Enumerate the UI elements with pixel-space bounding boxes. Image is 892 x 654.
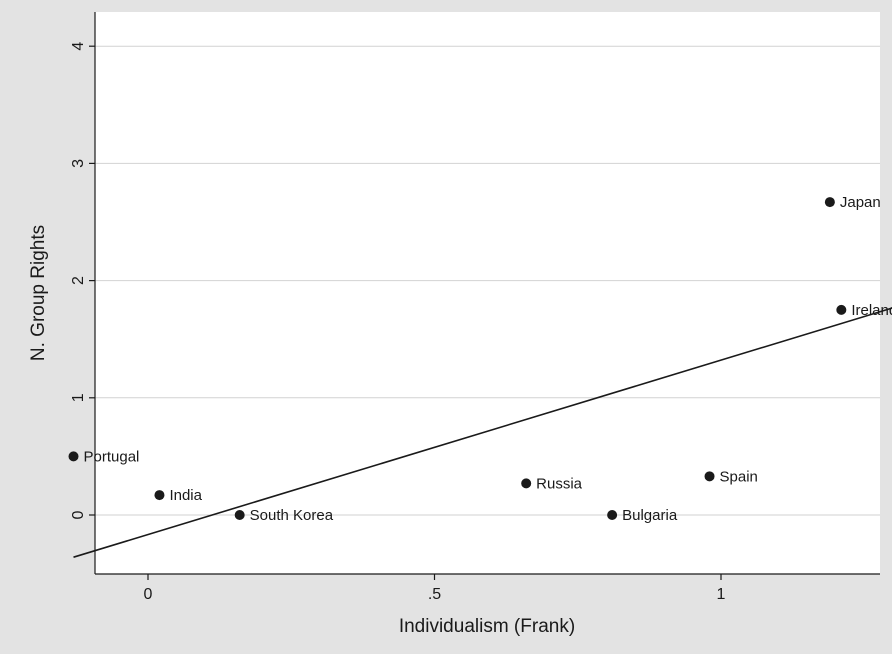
point-marker xyxy=(607,510,618,520)
y-axis-label: N. Group Rights xyxy=(28,225,49,361)
plot-area xyxy=(95,12,880,574)
point-label: Bulgaria xyxy=(622,507,678,524)
data-points: USACanadaSwedenFranceJapanFinlandDenmark… xyxy=(68,194,892,524)
point-label: India xyxy=(169,487,202,504)
point-marker xyxy=(704,471,715,482)
x-tick-label: .5 xyxy=(428,586,441,603)
y-tick-label: 2 xyxy=(70,276,87,285)
grid-lines xyxy=(95,45,880,516)
point-label: Japan xyxy=(840,194,881,211)
point-marker xyxy=(154,490,165,501)
y-tick-label: 1 xyxy=(70,393,87,402)
point-marker xyxy=(836,304,847,315)
fit-line-group xyxy=(73,307,892,558)
x-axis-label: Individualism (Frank) xyxy=(399,616,575,637)
point-label: Spain xyxy=(720,468,758,485)
point-label: South Korea xyxy=(250,507,334,524)
point-marker xyxy=(68,451,79,462)
fit-line xyxy=(73,307,892,558)
y-tick-label: 0 xyxy=(70,510,87,519)
point-marker xyxy=(234,510,245,520)
x-tick-label: 0 xyxy=(144,586,153,603)
point-marker xyxy=(824,197,835,208)
point-label: Ireland xyxy=(851,302,892,319)
x-tick-label: 1 xyxy=(717,586,726,603)
point-marker xyxy=(521,478,532,489)
y-tick-label: 4 xyxy=(70,42,87,51)
y-tick-label: 3 xyxy=(70,159,87,168)
point-label: Portugal xyxy=(84,448,140,465)
point-label: Russia xyxy=(536,475,583,492)
